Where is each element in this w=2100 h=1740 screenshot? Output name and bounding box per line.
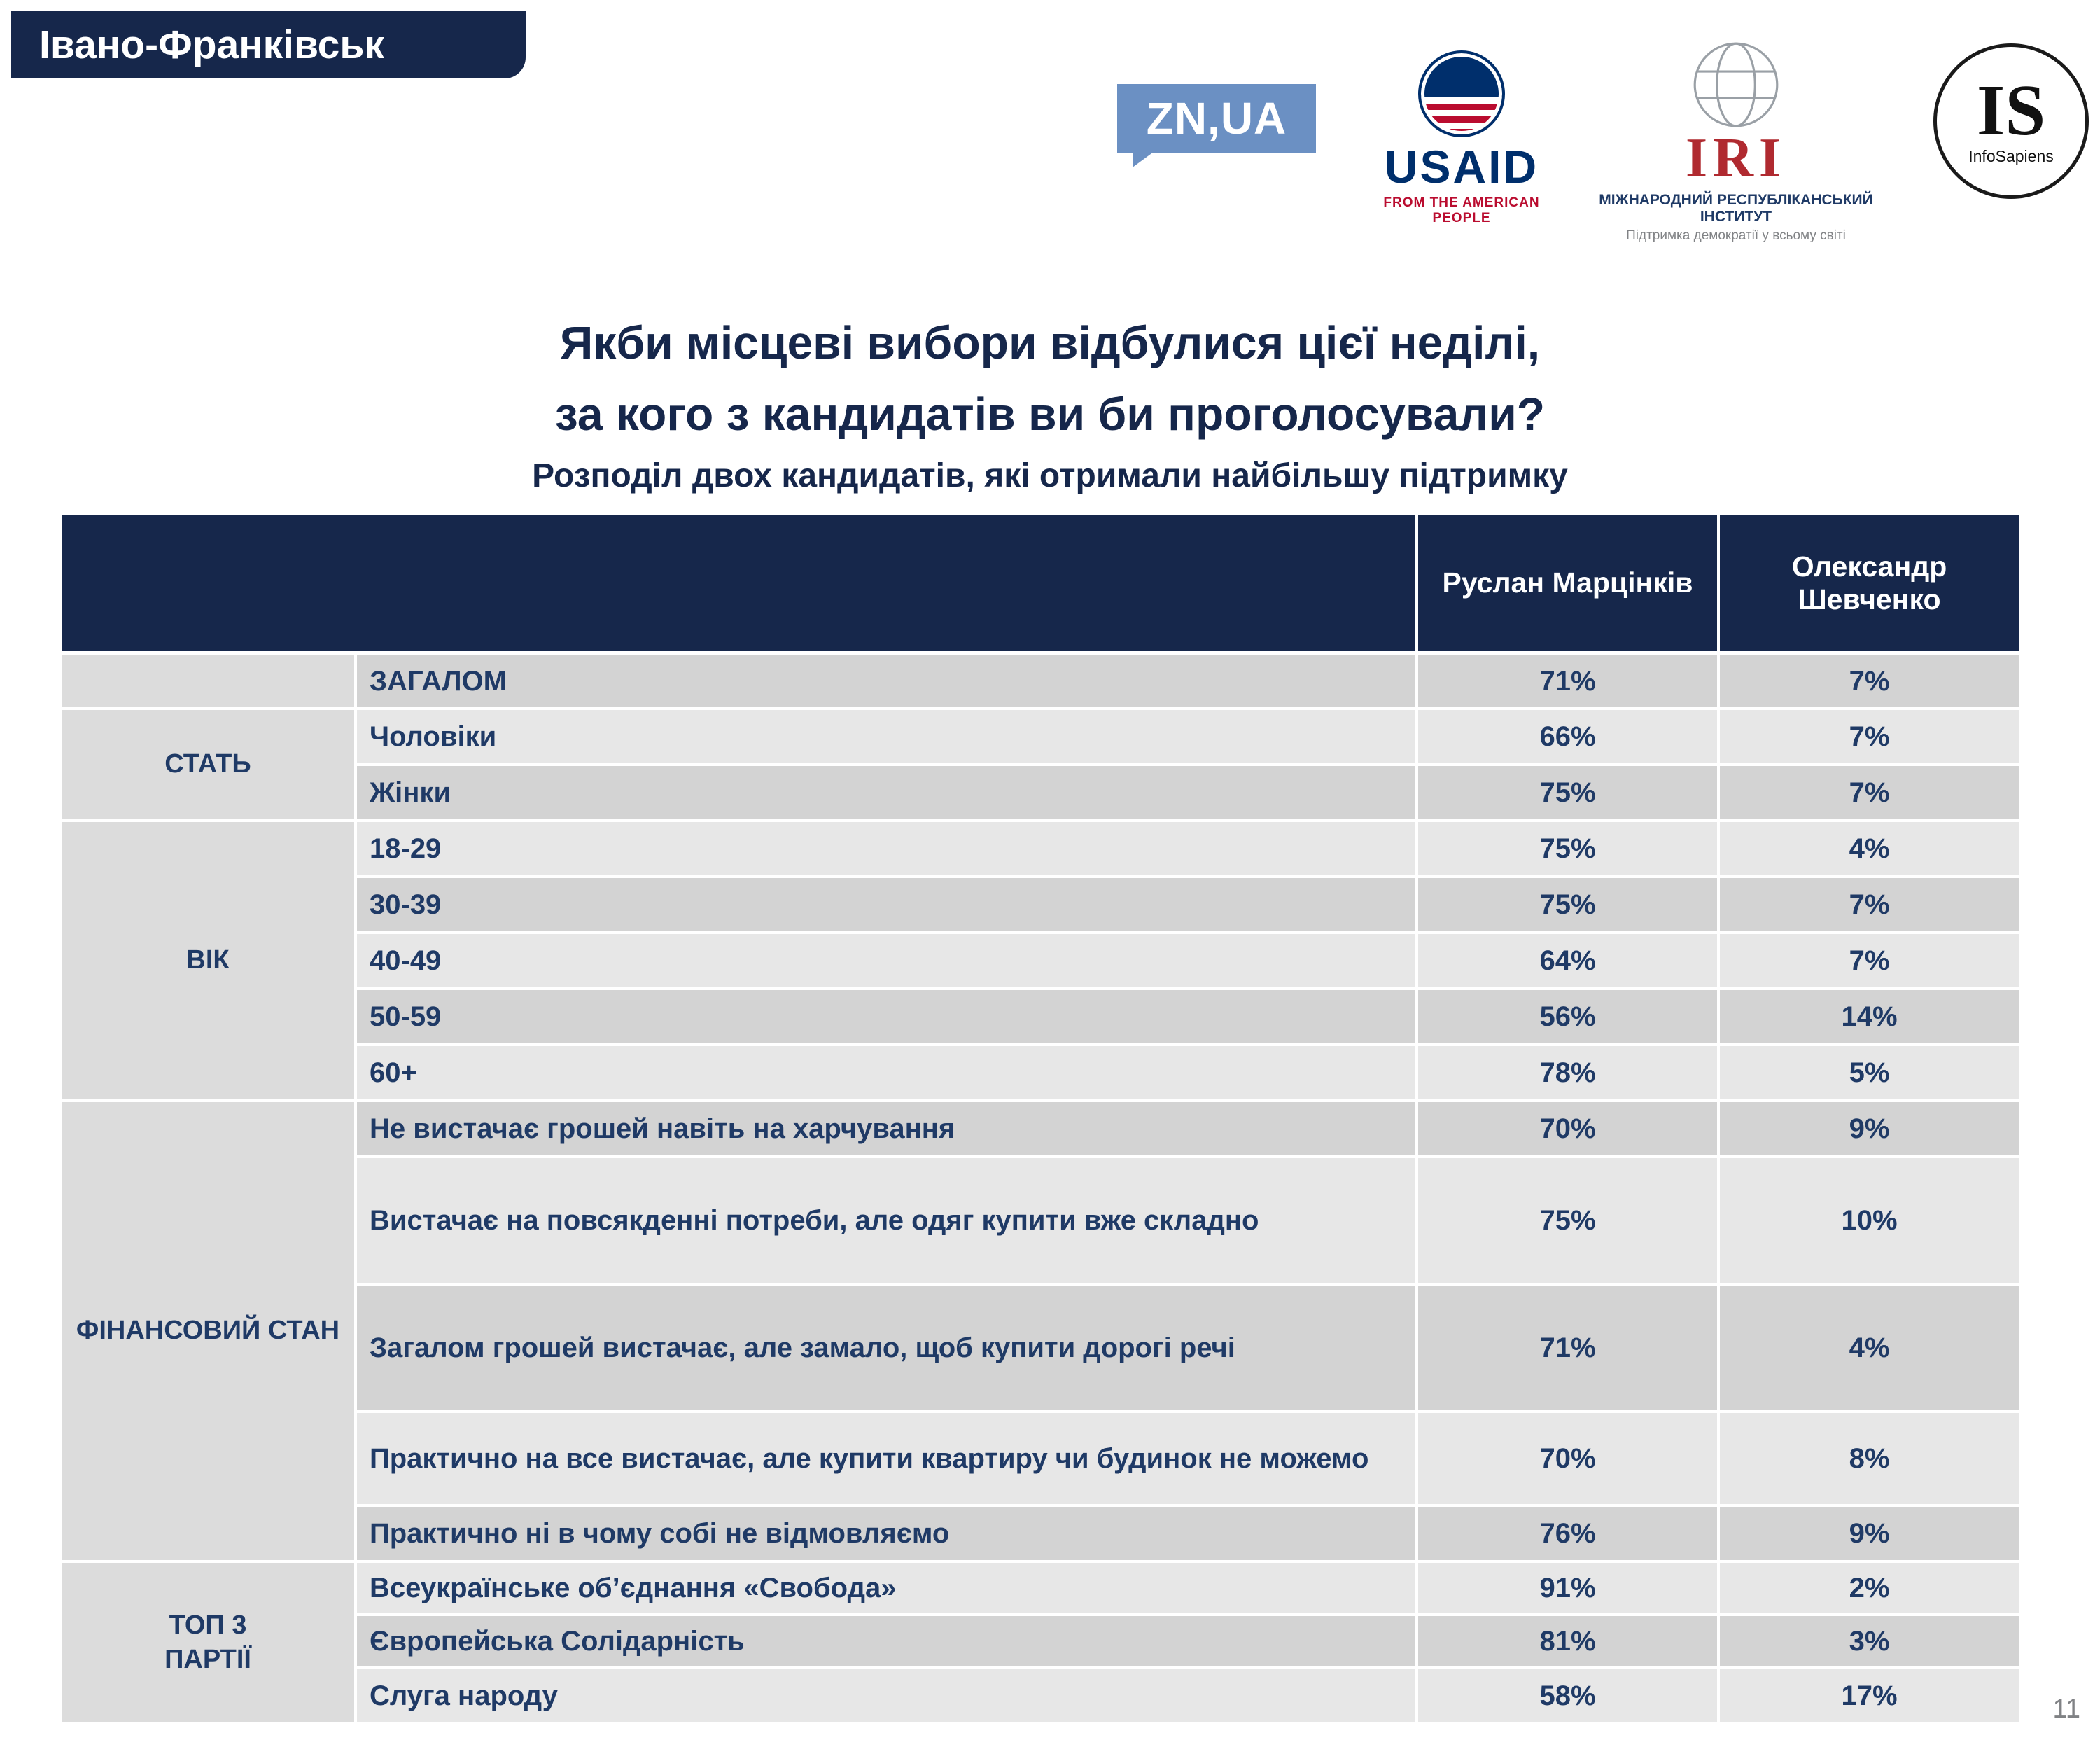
value-cell-shevchenko: 4%: [1720, 1286, 2019, 1410]
row-label: Жінки: [357, 766, 1415, 819]
value-cell-martsinkiv: 58%: [1418, 1669, 1717, 1722]
question-title-line2: за кого з кандидатів ви би проголосували…: [554, 388, 1546, 440]
value-cell-martsinkiv: 75%: [1418, 1158, 1717, 1283]
speech-bubble-tail-icon: [1133, 152, 1154, 167]
usaid-logo-text: USAID: [1384, 141, 1539, 193]
value-cell-shevchenko: 7%: [1720, 878, 2019, 931]
subtitle: Розподіл двох кандидатів, які отримали н…: [532, 457, 1568, 494]
row-label: 60+: [357, 1046, 1415, 1099]
value-cell-shevchenko: 8%: [1720, 1413, 2019, 1504]
column-header-martsinkiv: Руслан Марцінків: [1442, 566, 1693, 599]
znua-logo-text: ZN,UA: [1146, 93, 1287, 144]
usaid-tagline: FROM THE AMERICAN PEOPLE: [1383, 195, 1540, 226]
value-cell-shevchenko: 3%: [1720, 1616, 2019, 1666]
row-label: Європейська Солідарність: [357, 1616, 1415, 1666]
value-cell-shevchenko: 7%: [1720, 766, 2019, 819]
category-cell: СТАТЬ: [62, 710, 354, 819]
row-label: Загалом грошей вистачає, але замало, щоб…: [357, 1286, 1415, 1410]
value-cell-martsinkiv: 71%: [1418, 655, 1717, 707]
header-separator: [1415, 515, 1418, 651]
value-cell-martsinkiv: 91%: [1418, 1563, 1717, 1613]
iri-institute-name: МІЖНАРОДНИЙ РЕСПУБЛІКАНСЬКИЙ ІНСТИТУТ: [1599, 192, 1873, 225]
row-label: ЗАГАЛОМ: [357, 655, 1415, 707]
usaid-seal-icon: [1418, 50, 1505, 137]
value-cell-shevchenko: 5%: [1720, 1046, 2019, 1099]
value-cell-martsinkiv: 66%: [1418, 710, 1717, 763]
iri-logo-text: IRI: [1685, 127, 1787, 189]
header-separator: [1717, 515, 1720, 651]
infosapiens-logo: IS InfoSapiens: [1933, 43, 2089, 199]
iri-motto: Підтримка демократії у всьому світі: [1626, 228, 1846, 243]
value-cell-martsinkiv: 70%: [1418, 1102, 1717, 1155]
value-cell-shevchenko: 7%: [1720, 655, 2019, 707]
page-number: 11: [2052, 1694, 2080, 1724]
value-cell-martsinkiv: 75%: [1418, 766, 1717, 819]
row-label: Не вистачає грошей навіть на харчування: [357, 1102, 1415, 1155]
category-cell: ФІНАНСОВИЙ СТАН: [62, 1102, 354, 1560]
infosapiens-name: InfoSapiens: [1968, 146, 2054, 165]
value-cell-martsinkiv: 64%: [1418, 934, 1717, 987]
value-cell-shevchenko: 9%: [1720, 1507, 2019, 1560]
results-table-body: ЗАГАЛОМ 71% 7% СТАТЬ Чоловіки 66% 7% Жінки 75% 7%…: [62, 655, 2019, 1722]
value-cell-martsinkiv: 75%: [1418, 878, 1717, 931]
row-label: Всеукраїнське об’єднання «Свобода»: [357, 1563, 1415, 1613]
value-cell-shevchenko: 7%: [1720, 934, 2019, 987]
value-cell-martsinkiv: 76%: [1418, 1507, 1717, 1560]
value-cell-martsinkiv: 56%: [1418, 990, 1717, 1043]
row-label: Практично на все вистачає, але купити кв…: [357, 1413, 1415, 1504]
usaid-logo: USAID FROM THE AMERICAN PEOPLE: [1364, 50, 1560, 226]
row-label: 40-49: [357, 934, 1415, 987]
category-cell: ВІК: [62, 822, 354, 1099]
table-header: Руслан Марцінків Олександр Шевченко: [62, 515, 2019, 651]
title-block: Якби місцеві вибори відбулися цієї неділ…: [0, 307, 2100, 496]
row-label: 18-29: [357, 822, 1415, 875]
results-table: Руслан Марцінків Олександр Шевченко ЗАГА…: [62, 515, 2019, 1722]
category-cell: ТОП 3 ПАРТІЇ: [62, 1563, 354, 1722]
infosapiens-abbr: IS: [1976, 70, 2046, 151]
value-cell-martsinkiv: 81%: [1418, 1616, 1717, 1666]
question-title-line1: Якби місцеві вибори відбулися цієї неділ…: [559, 316, 1541, 368]
row-label: 50-59: [357, 990, 1415, 1043]
region-banner: Івано-Франківськ: [11, 11, 526, 78]
value-cell-shevchenko: 2%: [1720, 1563, 2019, 1613]
column-header-shevchenko: Олександр Шевченко: [1791, 550, 1947, 615]
category-cell: [62, 655, 354, 707]
value-cell-shevchenko: 14%: [1720, 990, 2019, 1043]
row-label: Практично ні в чому собі не відмовляємо: [357, 1507, 1415, 1560]
value-cell-martsinkiv: 71%: [1418, 1286, 1717, 1410]
globe-icon: [1693, 42, 1779, 127]
row-label: Слуга народу: [357, 1669, 1415, 1722]
iri-logo: IRI МІЖНАРОДНИЙ РЕСПУБЛІКАНСЬКИЙ ІНСТИТУ…: [1568, 41, 1904, 244]
znua-logo: ZN,UA: [1117, 84, 1316, 167]
value-cell-shevchenko: 4%: [1720, 822, 2019, 875]
value-cell-martsinkiv: 70%: [1418, 1413, 1717, 1504]
value-cell-shevchenko: 17%: [1720, 1669, 2019, 1722]
value-cell-shevchenko: 9%: [1720, 1102, 2019, 1155]
value-cell-martsinkiv: 78%: [1418, 1046, 1717, 1099]
value-cell-martsinkiv: 75%: [1418, 822, 1717, 875]
value-cell-shevchenko: 7%: [1720, 710, 2019, 763]
infosapiens-circle-icon: IS InfoSapiens: [1933, 43, 2089, 199]
row-label: Чоловіки: [357, 710, 1415, 763]
value-cell-shevchenko: 10%: [1720, 1158, 2019, 1283]
row-label: 30-39: [357, 878, 1415, 931]
region-label: Івано-Франківськ: [39, 22, 384, 67]
row-label: Вистачає на повсякденні потреби, але одя…: [357, 1158, 1415, 1283]
